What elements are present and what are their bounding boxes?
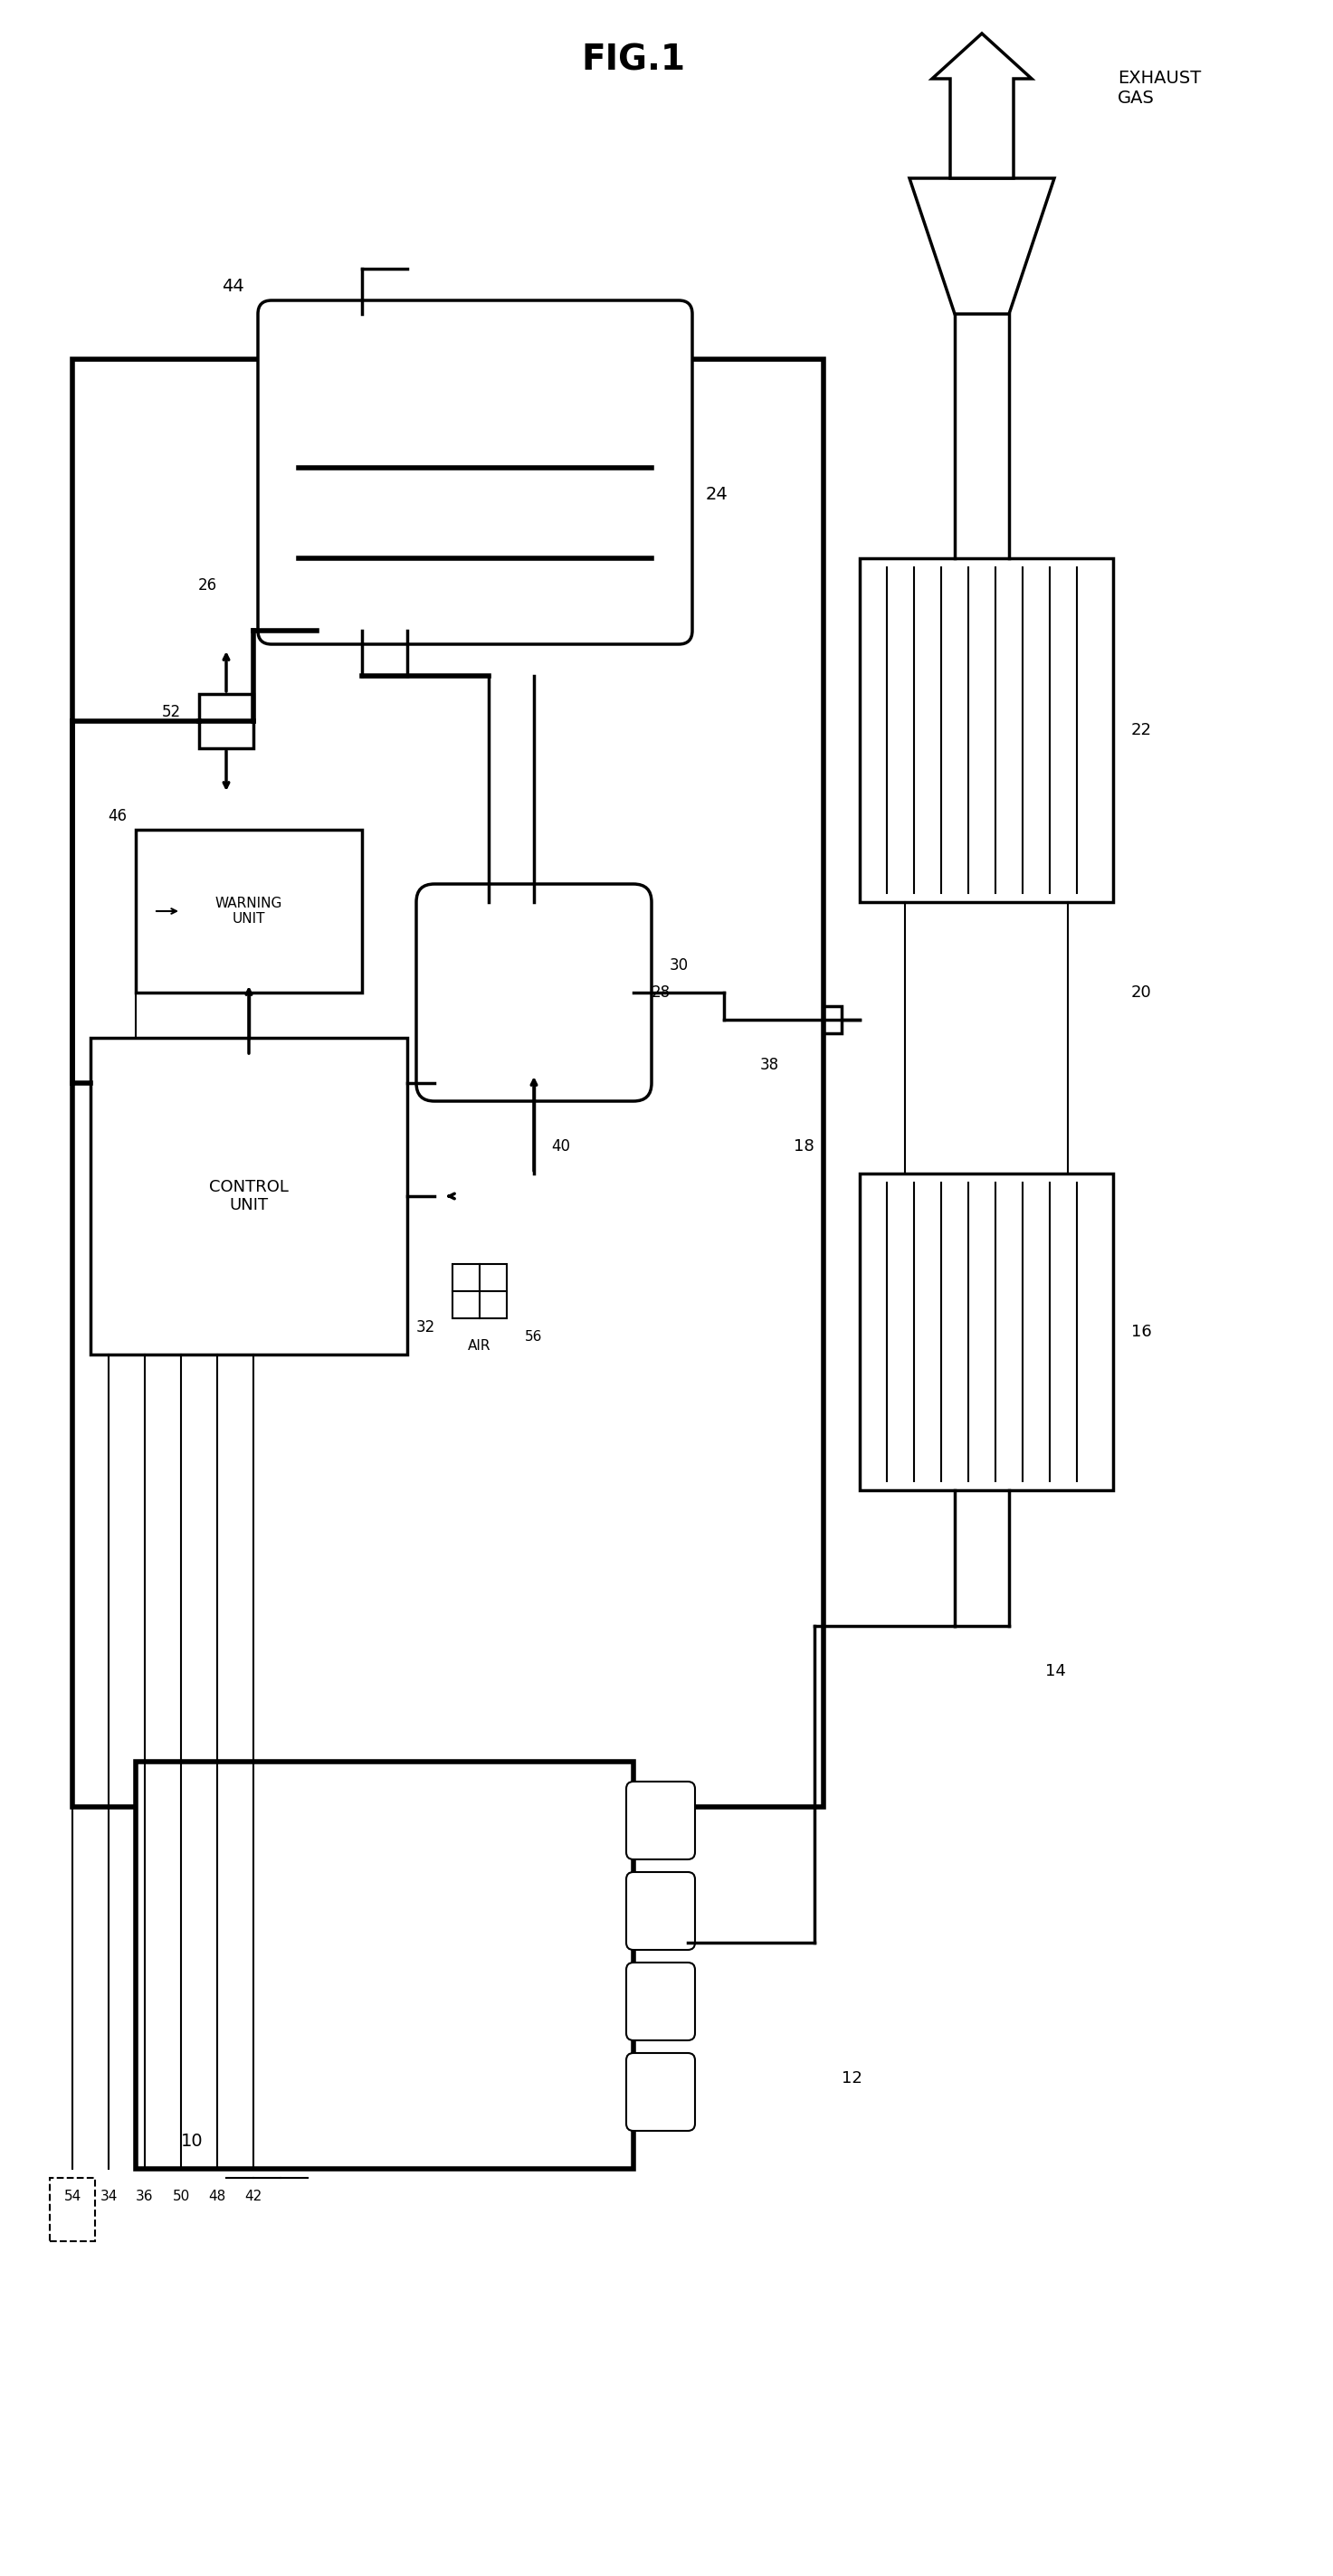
Text: 54: 54 <box>64 2190 81 2202</box>
Bar <box>136 1762 633 2169</box>
Text: AIR: AIR <box>468 1340 491 1352</box>
Text: 46: 46 <box>108 809 127 824</box>
Text: 30: 30 <box>669 958 688 974</box>
Text: 32: 32 <box>416 1319 436 1334</box>
Bar <box>452 1265 507 1319</box>
Text: 28: 28 <box>652 984 670 999</box>
FancyBboxPatch shape <box>627 1963 694 2040</box>
Bar <box>805 1007 841 1033</box>
Text: 20: 20 <box>1132 984 1152 999</box>
Text: 52: 52 <box>161 703 181 721</box>
Text: 50: 50 <box>172 2190 189 2202</box>
FancyBboxPatch shape <box>627 1783 694 1860</box>
Text: 12: 12 <box>841 2071 862 2087</box>
Text: CONTROL
UNIT: CONTROL UNIT <box>209 1180 289 1213</box>
Text: 38: 38 <box>760 1056 778 1074</box>
Bar <box>860 1175 1113 1492</box>
Text: 10: 10 <box>181 2133 203 2151</box>
FancyBboxPatch shape <box>627 2053 694 2130</box>
Text: 40: 40 <box>552 1139 571 1154</box>
Text: 24: 24 <box>706 487 728 502</box>
FancyBboxPatch shape <box>627 1873 694 1950</box>
Text: 56: 56 <box>525 1329 543 1342</box>
Bar <box>136 829 363 992</box>
FancyBboxPatch shape <box>416 884 652 1100</box>
Text: 16: 16 <box>1132 1324 1152 1340</box>
Text: 34: 34 <box>100 2190 117 2202</box>
Text: FIG.1: FIG.1 <box>581 44 685 77</box>
Text: 18: 18 <box>794 1139 814 1154</box>
Text: 44: 44 <box>221 278 244 296</box>
Bar <box>199 693 253 747</box>
FancyArrow shape <box>932 33 1032 178</box>
Text: 36: 36 <box>136 2190 153 2202</box>
Text: 22: 22 <box>1132 721 1152 739</box>
Bar <box>72 358 824 1806</box>
Text: WARNING
UNIT: WARNING UNIT <box>215 896 283 925</box>
Text: 26: 26 <box>199 577 217 592</box>
Bar <box>91 1038 407 1355</box>
FancyBboxPatch shape <box>257 301 692 644</box>
Text: 14: 14 <box>1045 1664 1066 1680</box>
Text: EXHAUST
GAS: EXHAUST GAS <box>1117 70 1201 106</box>
Bar <box>860 559 1113 902</box>
Text: 48: 48 <box>208 2190 225 2202</box>
Bar <box>49 2177 95 2241</box>
Text: 42: 42 <box>245 2190 263 2202</box>
